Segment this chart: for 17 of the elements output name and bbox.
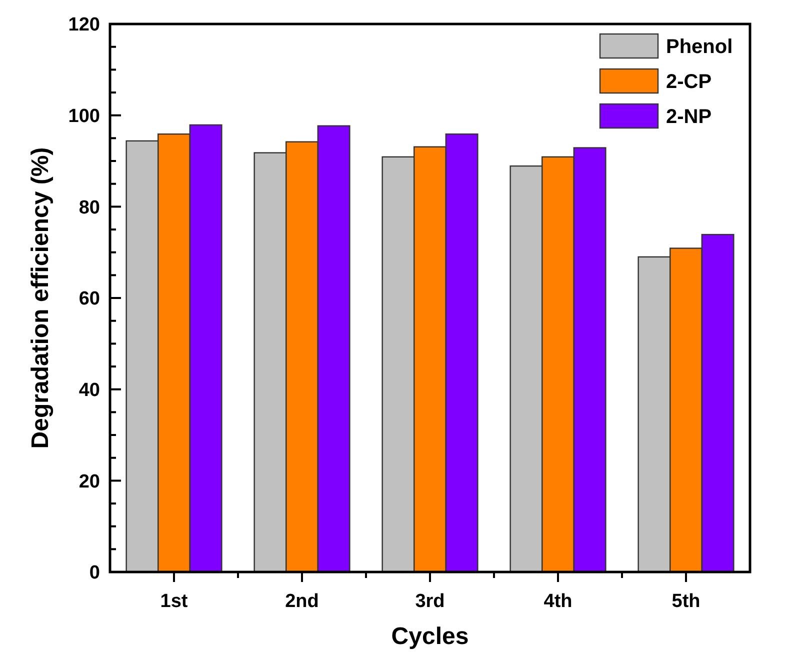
x-tick-label: 5th [672,591,700,612]
x-tick-label: 4th [544,591,572,612]
y-tick-label: 40 [78,380,100,401]
y-tick-label: 80 [78,197,100,218]
x-tick-label: 3rd [415,591,445,612]
legend-label: 2-NP [666,106,712,128]
y-tick-label: 20 [78,471,100,492]
x-axis-title: Cycles [391,623,469,650]
x-tick-label: 2nd [285,591,319,612]
y-tick-label: 100 [68,106,100,127]
y-axis-title: Degradation efficiency (%) [27,147,54,449]
y-tick-label: 0 [89,562,100,584]
x-tick-label: 1st [160,591,188,612]
y-tick-label: 120 [68,14,100,36]
legend-label: Phenol [666,36,733,58]
y-tick-label: 60 [78,288,100,310]
legend-label: 2-CP [666,71,712,93]
